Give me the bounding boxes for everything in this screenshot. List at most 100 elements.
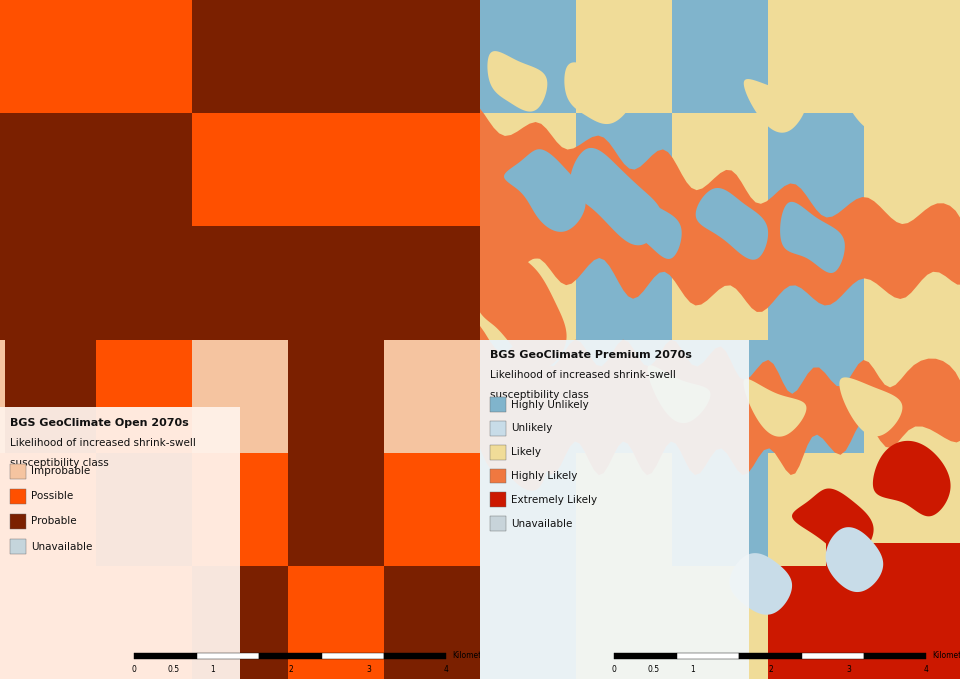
Bar (384, 340, 480, 453)
Bar (614, 653, 677, 659)
Bar (0, 407, 240, 679)
Bar (677, 653, 739, 659)
Bar (576, 226, 672, 340)
Polygon shape (647, 365, 710, 423)
Bar (864, 453, 960, 566)
Bar (768, 453, 864, 566)
Text: 2: 2 (768, 665, 773, 674)
Polygon shape (743, 379, 806, 437)
Polygon shape (840, 79, 902, 131)
Bar (288, 0, 384, 113)
Bar (480, 340, 576, 453)
Bar (0, 453, 96, 566)
Bar (576, 113, 672, 226)
Text: 3: 3 (846, 665, 851, 674)
Bar (288, 566, 384, 679)
Bar (672, 566, 768, 679)
Bar (576, 566, 672, 679)
Bar (864, 566, 960, 679)
Polygon shape (504, 149, 586, 232)
Text: 0: 0 (132, 665, 137, 674)
Polygon shape (564, 62, 634, 124)
Text: 2: 2 (288, 665, 293, 674)
Bar (864, 113, 960, 226)
Bar (576, 0, 672, 113)
Text: BGS GeoClimate Open 2070s: BGS GeoClimate Open 2070s (10, 418, 188, 428)
Polygon shape (474, 380, 547, 491)
Bar (672, 0, 768, 113)
Bar (384, 566, 480, 679)
Text: 4: 4 (924, 665, 929, 674)
Text: 0: 0 (612, 665, 617, 674)
Bar (480, 453, 576, 566)
Text: Highly Likely: Highly Likely (511, 471, 578, 481)
Bar (197, 653, 259, 659)
Bar (0, 113, 96, 226)
Bar (192, 226, 288, 340)
Polygon shape (570, 148, 662, 245)
Text: 4: 4 (444, 665, 449, 674)
Text: BGS GeoClimate Premium 2070s: BGS GeoClimate Premium 2070s (490, 350, 691, 360)
Bar (96, 340, 192, 453)
Bar (672, 226, 768, 340)
Polygon shape (730, 553, 792, 614)
Bar (768, 340, 864, 453)
Bar (480, 113, 576, 226)
Bar (490, 445, 507, 460)
Text: Probable: Probable (31, 517, 77, 526)
Bar (768, 0, 864, 113)
Bar (384, 0, 480, 113)
Polygon shape (464, 106, 960, 312)
Text: 0.5: 0.5 (647, 665, 660, 674)
Polygon shape (744, 79, 806, 132)
Bar (864, 653, 926, 659)
Bar (0, 340, 96, 453)
Bar (490, 492, 507, 507)
Polygon shape (488, 51, 547, 111)
Bar (192, 340, 288, 453)
Text: Likelihood of increased shrink-swell: Likelihood of increased shrink-swell (10, 438, 196, 448)
Text: Unlikely: Unlikely (511, 424, 553, 433)
Text: Likelihood of increased shrink-swell: Likelihood of increased shrink-swell (490, 370, 676, 380)
Bar (192, 164, 259, 226)
Polygon shape (696, 188, 768, 260)
Bar (384, 453, 480, 566)
Bar (96, 113, 192, 226)
Polygon shape (610, 189, 682, 259)
Bar (384, 653, 446, 659)
Bar (768, 566, 864, 679)
Text: 1: 1 (690, 665, 695, 674)
Bar (192, 566, 288, 679)
Polygon shape (472, 122, 566, 259)
Bar (10, 539, 26, 554)
Bar (480, 340, 749, 679)
Bar (480, 0, 576, 113)
Polygon shape (873, 441, 950, 516)
Bar (490, 469, 507, 483)
Text: Kilometers: Kilometers (452, 651, 493, 660)
Bar (96, 566, 192, 679)
Bar (490, 516, 507, 531)
Bar (826, 543, 960, 679)
Bar (288, 113, 384, 226)
Text: Extremely Likely: Extremely Likely (511, 495, 597, 504)
Text: susceptibility class: susceptibility class (10, 458, 108, 468)
Polygon shape (469, 231, 566, 367)
Bar (192, 0, 288, 113)
Polygon shape (780, 202, 845, 273)
Bar (864, 0, 960, 113)
Polygon shape (467, 323, 960, 476)
Bar (96, 226, 192, 340)
Bar (384, 113, 480, 226)
Bar (672, 113, 768, 226)
Bar (10, 464, 26, 479)
Polygon shape (839, 378, 902, 437)
Bar (672, 453, 768, 566)
Bar (10, 514, 26, 529)
Bar (768, 113, 864, 226)
Text: Unavailable: Unavailable (511, 519, 572, 528)
Text: 1: 1 (210, 665, 215, 674)
Bar (480, 226, 576, 340)
Bar (384, 226, 480, 340)
Bar (192, 453, 288, 566)
